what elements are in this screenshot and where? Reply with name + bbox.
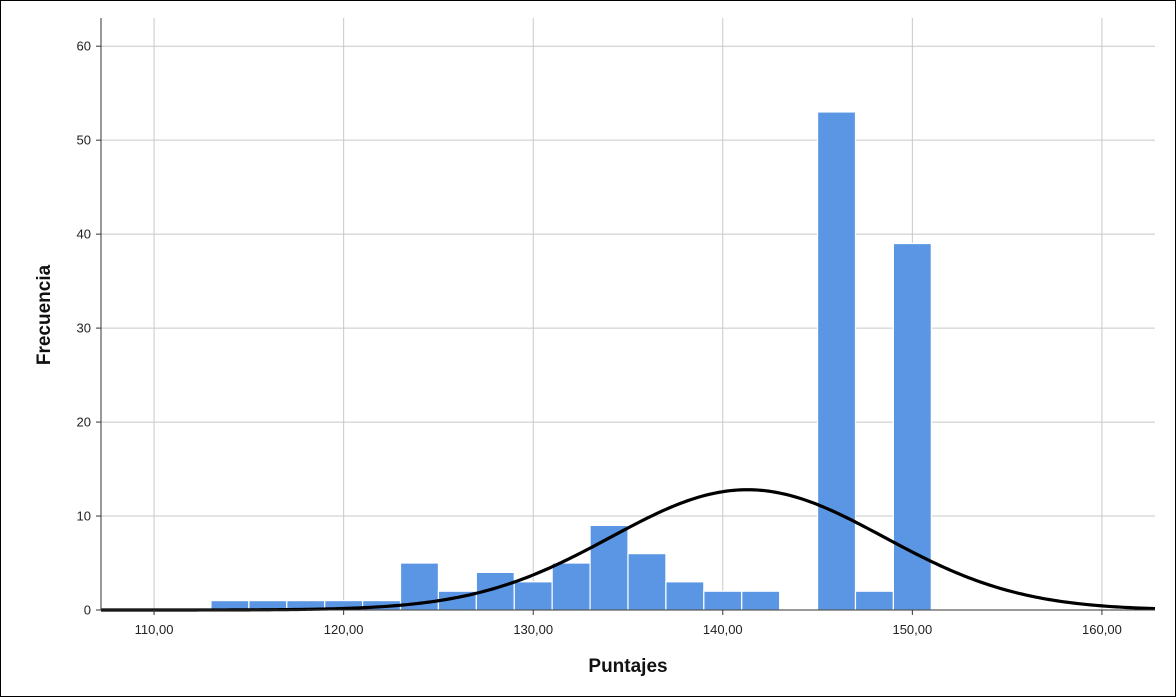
y-tick-label: 40 — [77, 227, 91, 242]
grid-lines — [101, 18, 1155, 610]
histogram-bar — [892, 242, 932, 611]
y-tick-label: 60 — [77, 39, 91, 54]
tick-labels: 110,00 120,00 130,00 140,00 150,00 160,00 0 10 2… — [77, 39, 1122, 637]
histogram-bar — [854, 590, 894, 611]
x-tick-label: 160,00 — [1082, 622, 1122, 637]
y-axis-title: Frecuencia — [34, 264, 55, 365]
histogram-bar — [741, 590, 781, 611]
y-tick-label: 50 — [77, 133, 91, 148]
histogram-bar — [703, 590, 743, 611]
y-tick-label: 20 — [77, 415, 91, 430]
x-tick-label: 110,00 — [135, 622, 174, 637]
axes — [96, 18, 1155, 615]
y-tick-label: 10 — [77, 509, 91, 524]
histogram-bar — [513, 581, 553, 611]
histogram-bar — [665, 581, 705, 611]
x-tick-label: 120,00 — [324, 622, 364, 637]
histogram-bar — [816, 111, 857, 611]
histogram-bars — [210, 111, 932, 611]
y-tick-label: 30 — [77, 321, 91, 336]
x-tick-label: 130,00 — [513, 622, 553, 637]
histogram-bar — [627, 553, 667, 611]
histogram-bar — [551, 562, 591, 611]
x-tick-label: 140,00 — [703, 622, 743, 637]
y-tick-label: 0 — [84, 603, 91, 618]
x-axis-title: Puntajes — [588, 656, 667, 677]
x-tick-label: 150,00 — [892, 622, 932, 637]
